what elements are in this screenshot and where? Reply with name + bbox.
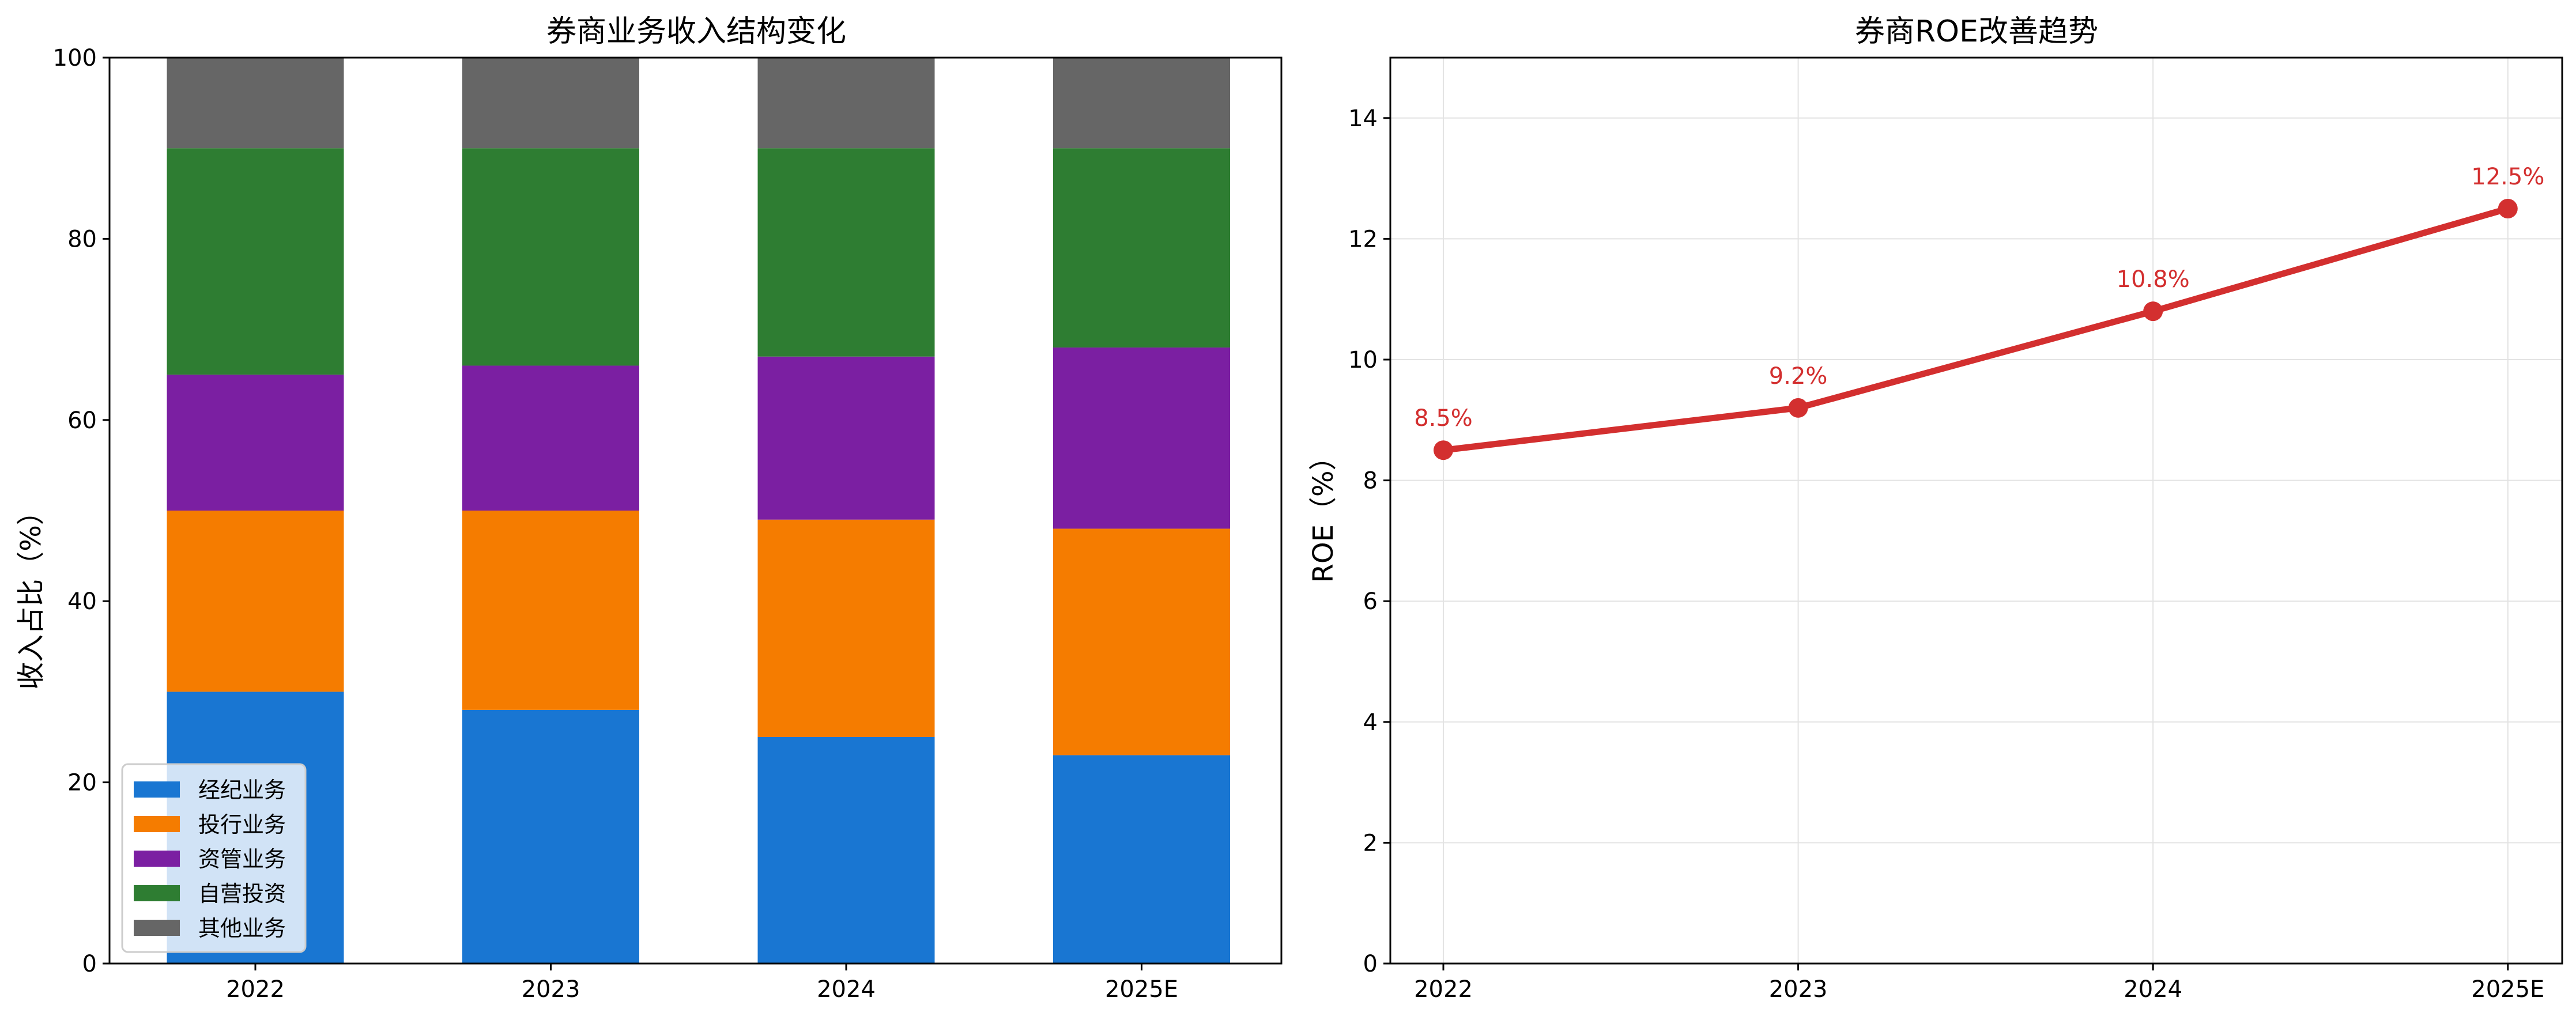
data-point (1788, 398, 1808, 418)
y-tick-label: 10 (1348, 347, 1378, 373)
legend-label: 投行业务 (198, 812, 286, 837)
bar-segment (167, 375, 344, 511)
y-tick-label: 80 (67, 226, 97, 252)
bar-segment (462, 365, 639, 511)
bar-segment (462, 148, 639, 366)
x-axis-ticks: 2022 2023 2024 2025E (226, 964, 1178, 1003)
data-label: 10.8% (2117, 266, 2190, 293)
y-axis-ticks: 0 20 40 60 80 100 (53, 45, 110, 977)
x-tick-label: 2023 (1769, 976, 1828, 1003)
y-tick-label: 8 (1363, 468, 1378, 494)
x-tick-label: 2022 (1414, 976, 1473, 1003)
data-label: 9.2% (1769, 363, 1828, 390)
bar-segment (1053, 528, 1230, 755)
bar-segment (757, 356, 935, 520)
y-tick-label: 0 (1363, 951, 1378, 977)
bar-segment (462, 511, 639, 710)
y-tick-label: 60 (67, 407, 97, 434)
x-axis-ticks: 2022 2023 2024 2025E (1414, 964, 2544, 1003)
legend-swatch (134, 816, 180, 832)
legend-label: 其他业务 (198, 916, 286, 941)
bar-segment (167, 58, 344, 149)
bar-segment (167, 511, 344, 692)
data-label: 12.5% (2471, 164, 2544, 190)
legend-swatch (134, 781, 180, 798)
data-point (2498, 199, 2518, 218)
y-tick-label: 40 (67, 588, 97, 615)
plot-frame (1389, 56, 2563, 965)
bar-segment (1053, 148, 1230, 348)
x-tick-label: 2022 (226, 976, 285, 1003)
legend-swatch (134, 920, 180, 936)
x-tick-label: 2024 (2124, 976, 2182, 1003)
series-layer: 8.5% 9.2% 10.8% 12.5% (1414, 164, 2544, 460)
bar-layer (167, 58, 1230, 964)
bar-segment (757, 737, 935, 964)
y-tick-label: 2 (1363, 830, 1378, 856)
x-tick-label: 2024 (817, 976, 876, 1003)
stacked-bar-chart: 券商业务收入结构变化 收入占比（%） 0 20 40 60 80 100 2022 2023… (15, 14, 1283, 1003)
legend-swatch (134, 885, 180, 901)
chart-title: 券商ROE改善趋势 (1855, 14, 2098, 49)
x-tick-label: 2023 (522, 976, 580, 1003)
x-tick-label: 2025E (2471, 976, 2544, 1003)
bar-segment (1053, 755, 1230, 964)
bar-segment (757, 148, 935, 357)
legend-label: 资管业务 (198, 847, 286, 872)
bar-segment (462, 709, 639, 964)
y-tick-label: 12 (1348, 226, 1378, 252)
bar-segment (167, 148, 344, 375)
y-axis-ticks: 0 2 4 6 8 10 12 14 (1348, 105, 1390, 977)
y-tick-label: 100 (53, 45, 97, 71)
y-tick-label: 6 (1363, 588, 1378, 615)
line-chart: 券商ROE改善趋势 ROE（%） 8.5% 9.2% 10.8% 12.5% 0 2 4 6… (1307, 14, 2563, 1003)
x-tick-label: 2025E (1105, 976, 1178, 1003)
legend-box (121, 763, 307, 953)
legend-swatch (134, 851, 180, 867)
bar-segment (462, 58, 639, 149)
bar-segment (1053, 347, 1230, 529)
bar-segment (757, 519, 935, 737)
y-axis-label: ROE（%） (1307, 443, 1340, 583)
chart-title: 券商业务收入结构变化 (546, 14, 846, 49)
y-tick-label: 4 (1363, 709, 1378, 736)
bar-segment (1053, 58, 1230, 149)
y-tick-label: 0 (82, 951, 97, 977)
legend-label: 经纪业务 (198, 777, 286, 803)
bar-segment (757, 58, 935, 149)
legend-label: 自营投资 (198, 881, 286, 906)
series-line (1440, 205, 2511, 454)
plot-frame (108, 56, 1283, 965)
y-tick-label: 20 (67, 770, 97, 796)
data-label: 8.5% (1414, 405, 1473, 432)
y-axis-label: 收入占比（%） (15, 497, 47, 690)
data-point (2143, 301, 2163, 322)
data-point (1434, 440, 1453, 460)
y-tick-label: 14 (1348, 105, 1378, 132)
